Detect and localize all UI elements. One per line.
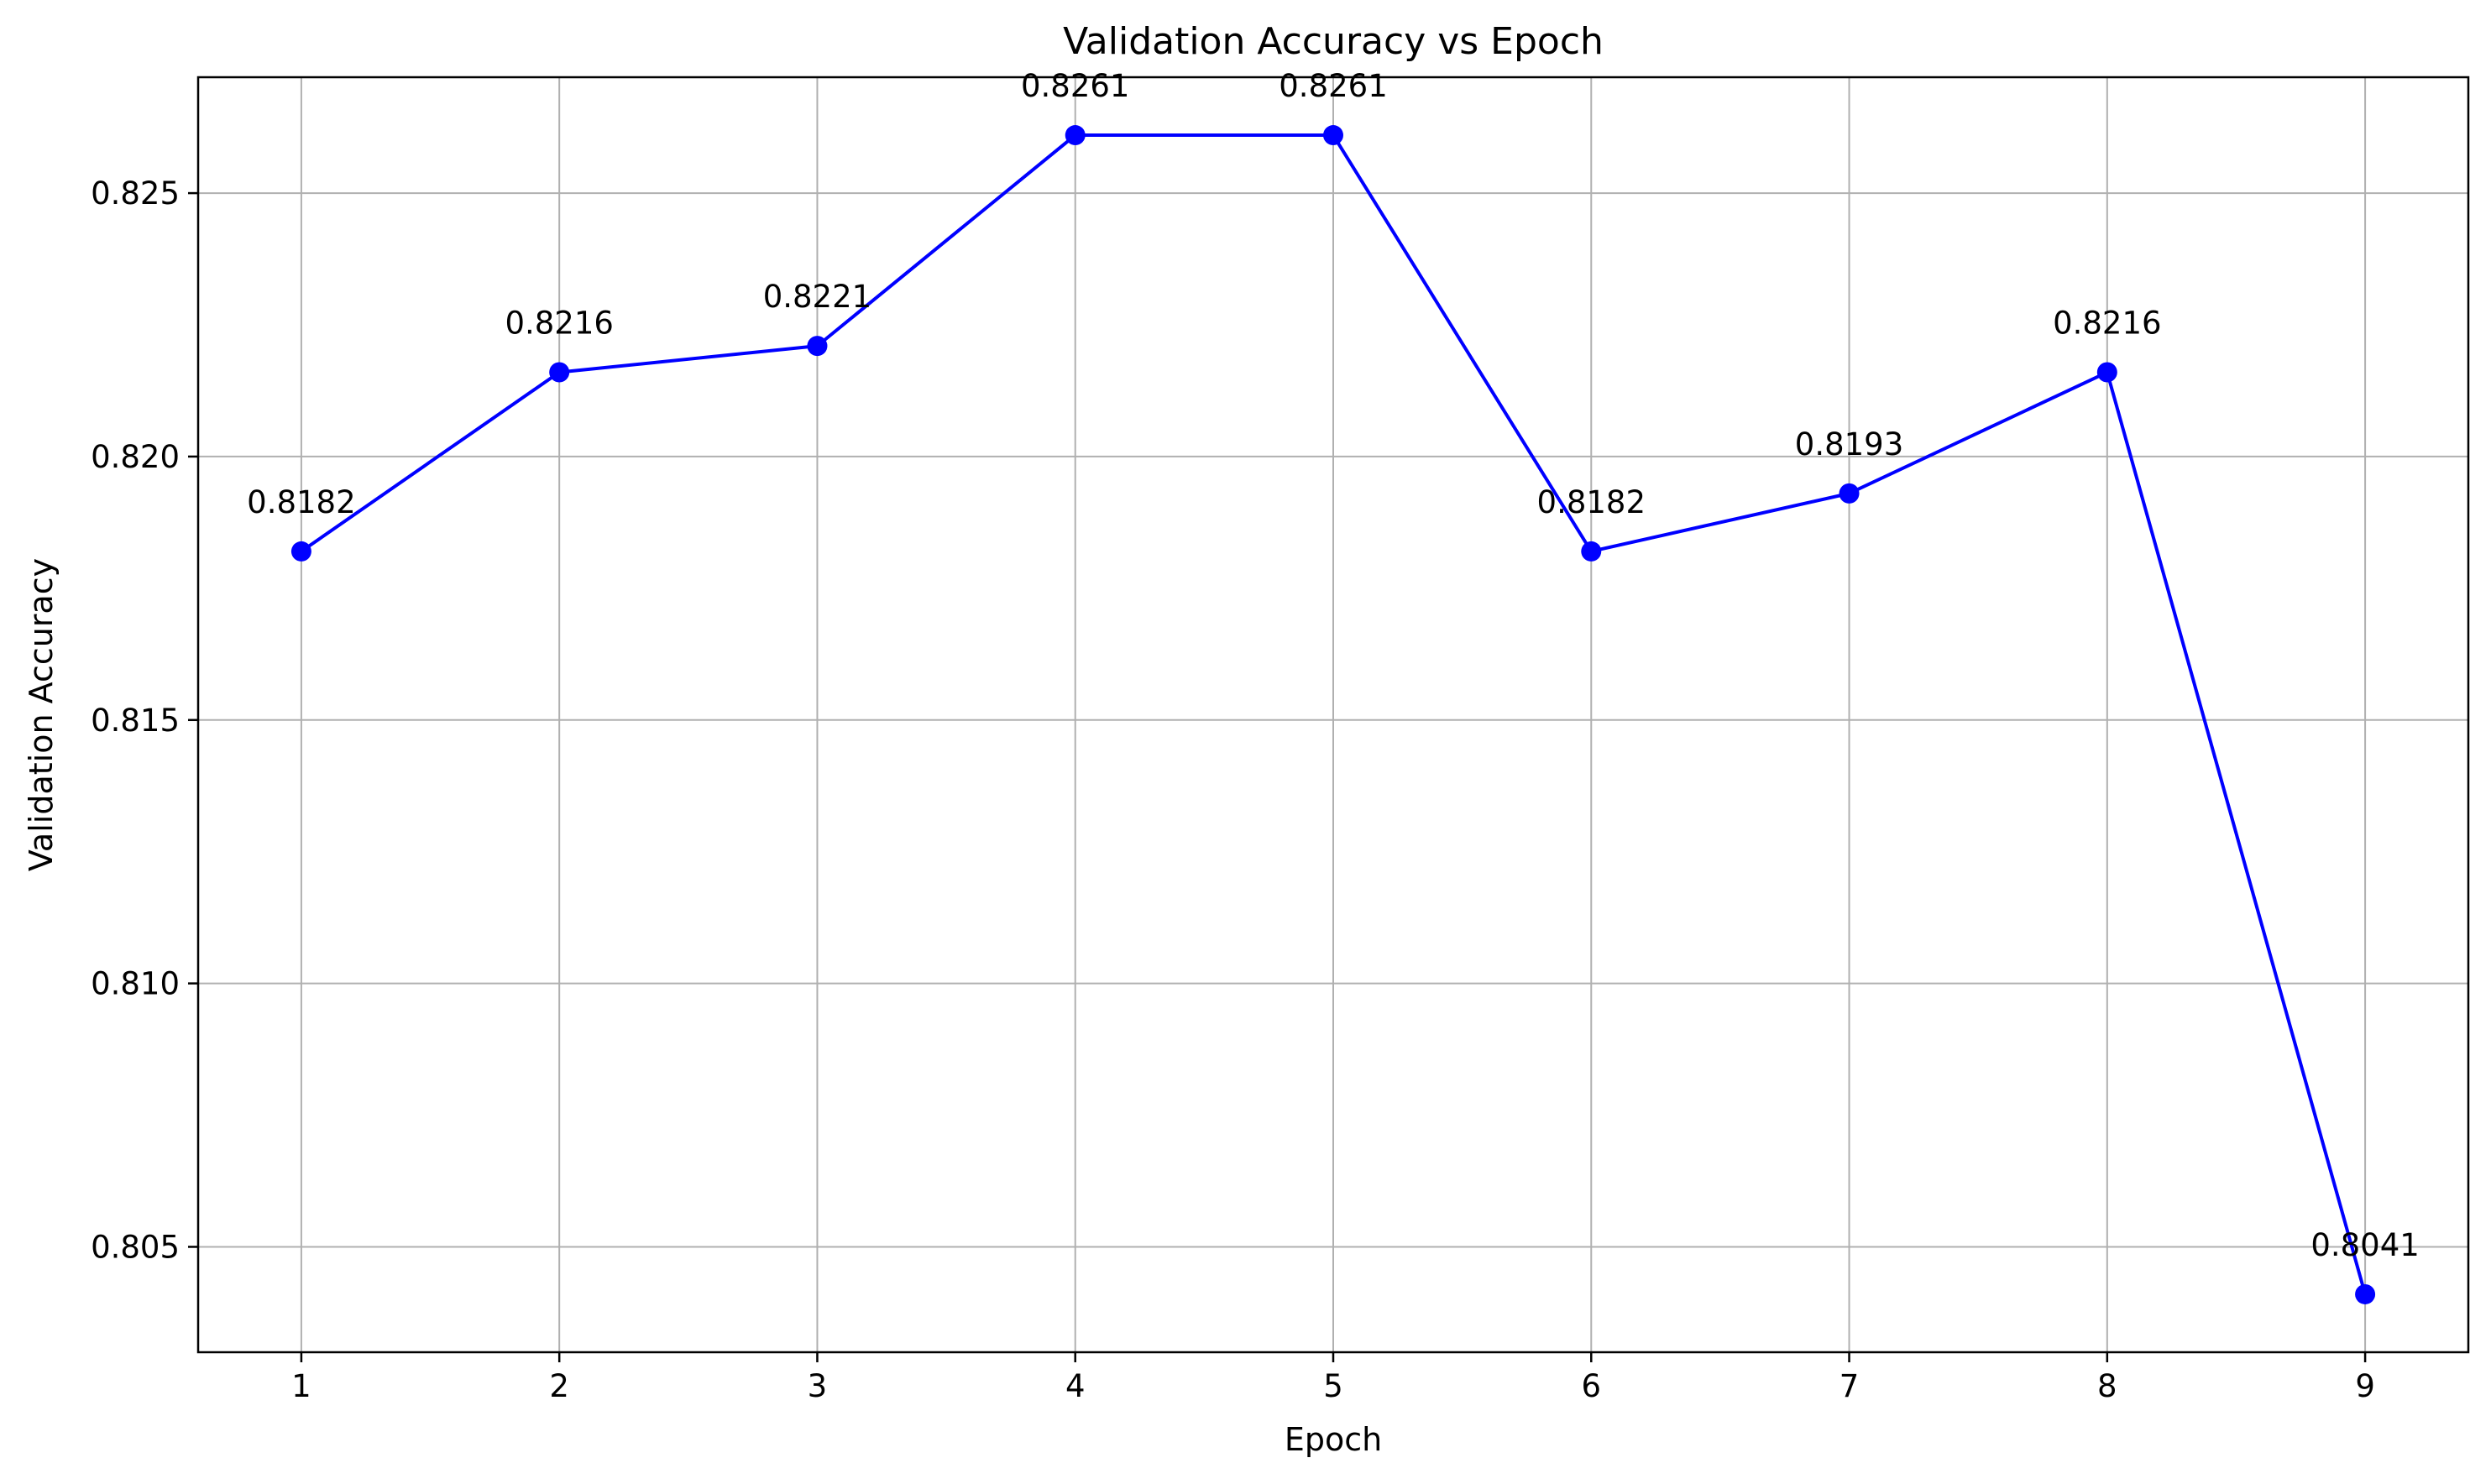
y-tick-labels: 0.805 0.810 0.815 0.820 0.825	[91, 175, 180, 1265]
data-label: 0.8216	[2053, 306, 2161, 342]
chart-title: Validation Accuracy vs Epoch	[1063, 20, 1604, 63]
series-layer	[290, 125, 2376, 1304]
data-label: 0.8182	[247, 484, 355, 520]
data-point	[290, 541, 311, 562]
y-tick-label: 0.815	[91, 703, 180, 739]
x-tick-labels: 1 2 3 4 5 6 7 8 9	[291, 1368, 2375, 1404]
y-tick-label: 0.825	[91, 175, 180, 212]
data-label: 0.8221	[763, 279, 871, 315]
x-tick-label: 5	[1323, 1368, 1343, 1404]
data-labels: 0.8182 0.8216 0.8221 0.8261 0.8261 0.8182 0.81…	[247, 68, 2420, 1263]
data-label: 0.8261	[1279, 68, 1387, 104]
grid-lines	[198, 77, 2468, 1352]
data-point	[1065, 125, 1086, 146]
x-tick-label: 1	[291, 1368, 311, 1404]
data-point	[807, 336, 828, 357]
y-tick-label: 0.810	[91, 966, 180, 1002]
x-tick-label: 9	[2355, 1368, 2375, 1404]
y-axis-label: Validation Accuracy	[23, 558, 60, 871]
x-tick-label: 3	[808, 1368, 828, 1404]
x-tick-label: 4	[1065, 1368, 1086, 1404]
data-label: 0.8041	[2310, 1227, 2419, 1263]
x-tick-label: 2	[549, 1368, 569, 1404]
x-tick-label: 7	[1839, 1368, 1860, 1404]
data-point	[549, 362, 570, 383]
data-point	[1323, 125, 1343, 146]
y-tick-label: 0.820	[91, 439, 180, 475]
data-point	[1839, 483, 1860, 504]
data-point	[2355, 1283, 2376, 1304]
x-tick-label: 8	[2097, 1368, 2117, 1404]
data-label: 0.8182	[1537, 484, 1646, 520]
data-point	[1581, 541, 1602, 562]
data-label: 0.8216	[505, 306, 613, 342]
data-label: 0.8193	[1795, 426, 1903, 462]
tick-marks	[188, 191, 2367, 1362]
y-tick-label: 0.805	[91, 1229, 180, 1265]
data-label: 0.8261	[1021, 68, 1129, 104]
data-point	[2096, 362, 2117, 383]
x-axis-label: Epoch	[1285, 1421, 1382, 1458]
x-tick-label: 6	[1581, 1368, 1601, 1404]
